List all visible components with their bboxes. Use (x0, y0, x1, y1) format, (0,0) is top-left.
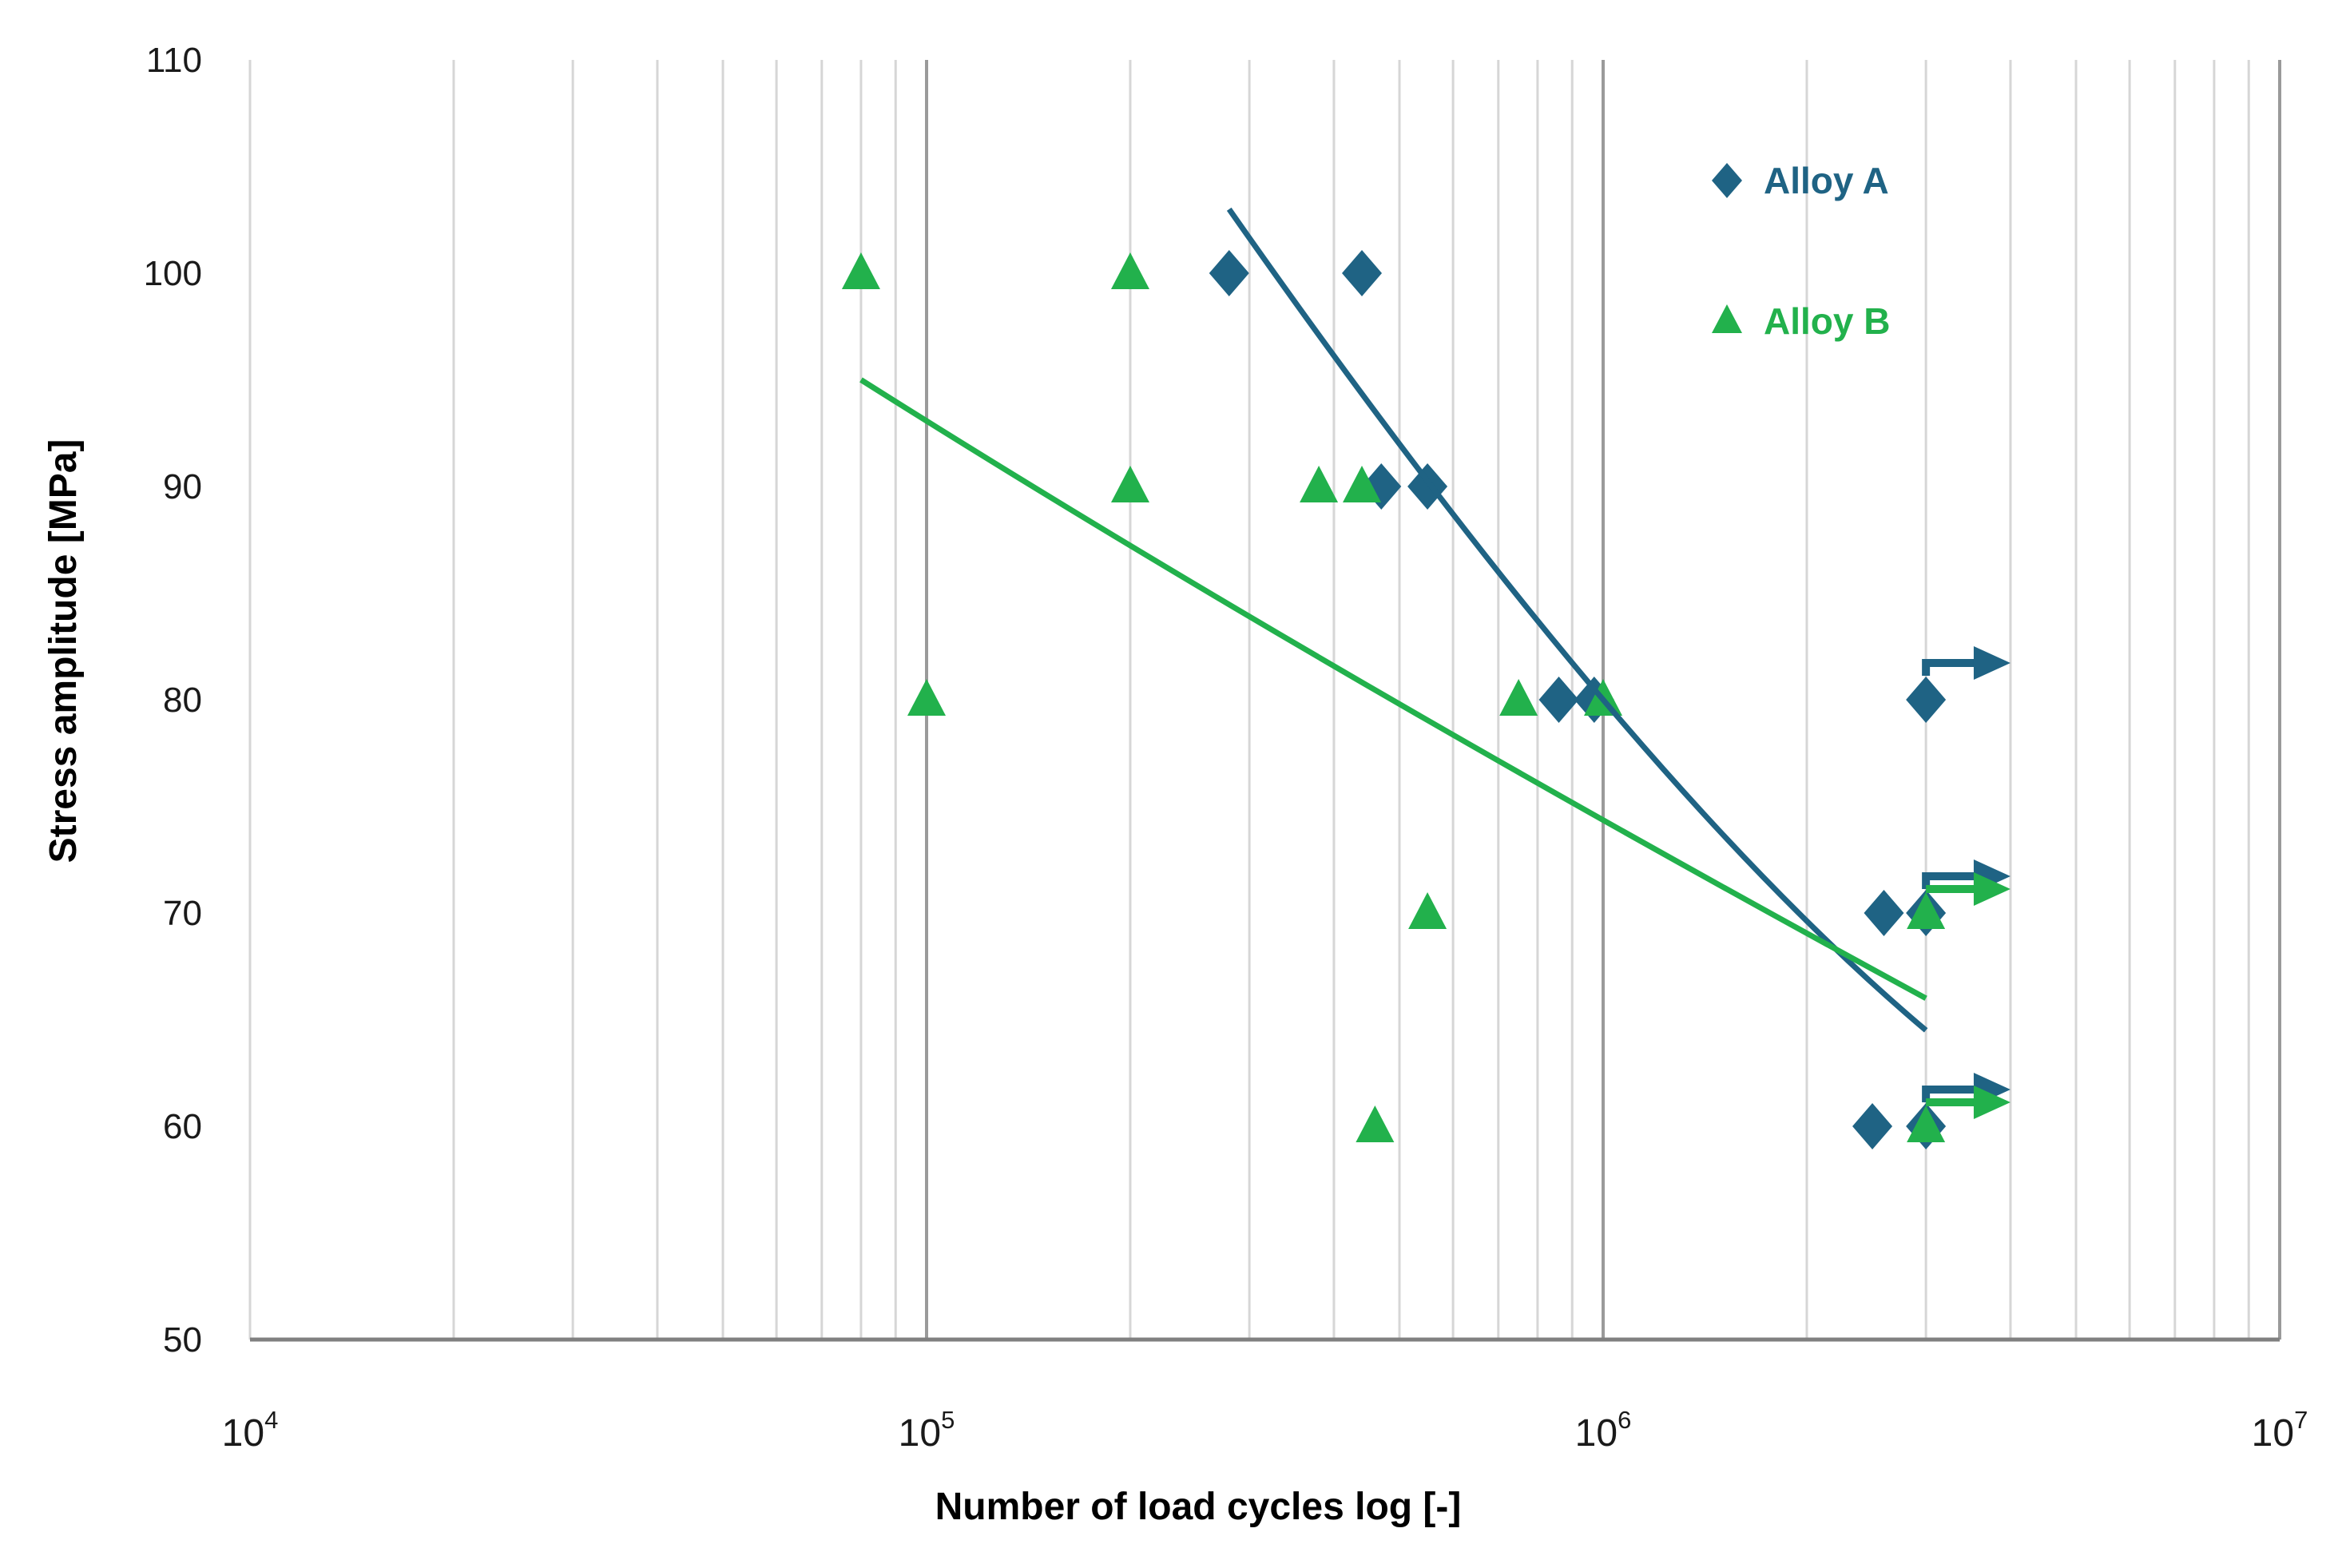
marker-alloy-b-8 (1408, 892, 1447, 929)
x-axis-ticks: 104 105 106 107 (222, 1406, 2308, 1455)
marker-alloy-a-7 (1852, 1103, 1893, 1149)
y-tick-label-110: 110 (146, 41, 202, 80)
x-tick-label-100000: 105 (899, 1406, 955, 1455)
legend-label-alloy-a: Alloy A (1764, 160, 1889, 201)
marker-alloy-a-8 (1906, 677, 1947, 723)
runout-arrow-alloy-a-8 (1922, 659, 1977, 676)
runout-arrowhead-alloy-b-10 (1973, 872, 2011, 906)
gridlines (248, 60, 2281, 1340)
series-alloy-a (1209, 250, 1947, 1149)
runout-arrows (1922, 646, 2011, 1119)
series-alloy-b (841, 252, 1946, 1142)
runout-arrow-alloy-a-10 (1922, 1086, 1977, 1102)
y-tick-label-50: 50 (163, 1320, 202, 1360)
runout-arrow-alloy-a-9 (1922, 872, 1977, 889)
trendlines (859, 207, 1928, 1033)
legend-triangle-icon (1712, 304, 1742, 333)
marker-alloy-a-1 (1342, 250, 1383, 296)
x-axis-title: Number of load cycles log [-] (935, 1486, 1462, 1528)
legend-diamond-icon (1712, 163, 1742, 198)
marker-alloy-a-0 (1209, 250, 1249, 296)
marker-alloy-b-1 (1110, 252, 1149, 289)
marker-alloy-b-3 (1300, 466, 1339, 502)
marker-alloy-a-4 (1538, 677, 1579, 723)
y-tick-label-100: 100 (144, 254, 202, 293)
x-tick-label-1000000: 106 (1575, 1406, 1632, 1455)
y-axis-ticks: 110 100 90 80 70 60 50 (144, 41, 202, 1360)
y-tick-label-80: 80 (163, 681, 202, 720)
marker-alloy-b-4 (1343, 466, 1382, 502)
marker-alloy-b-9 (1356, 1106, 1395, 1142)
y-tick-label-90: 90 (163, 467, 202, 506)
marker-alloy-a-6 (1864, 890, 1904, 936)
legend-label-alloy-b: Alloy B (1764, 300, 1890, 342)
marker-alloy-b-6 (1499, 679, 1538, 716)
legend-entry-alloy-b: Alloy B (1712, 300, 1890, 342)
y-axis-title: Stress amplitude [MPa] (42, 439, 85, 863)
x-tick-label-10000000: 107 (2252, 1406, 2308, 1455)
marker-alloy-b-2 (1110, 466, 1149, 502)
marker-alloy-b-10 (1907, 892, 1946, 929)
marker-alloy-b-0 (841, 252, 880, 289)
trendline-alloy-b (859, 377, 1927, 1001)
marker-alloy-b-11 (1907, 1106, 1946, 1142)
marker-alloy-b-5 (907, 679, 946, 716)
runout-arrowhead-alloy-b-11 (1973, 1086, 2011, 1119)
y-tick-label-70: 70 (163, 894, 202, 933)
legend-entry-alloy-a: Alloy A (1712, 160, 1889, 201)
y-tick-label-60: 60 (163, 1107, 202, 1146)
legend: Alloy A Alloy B (1712, 160, 1890, 342)
runout-arrowhead-alloy-a-8 (1973, 646, 2011, 680)
x-tick-label-10000: 104 (222, 1406, 279, 1455)
